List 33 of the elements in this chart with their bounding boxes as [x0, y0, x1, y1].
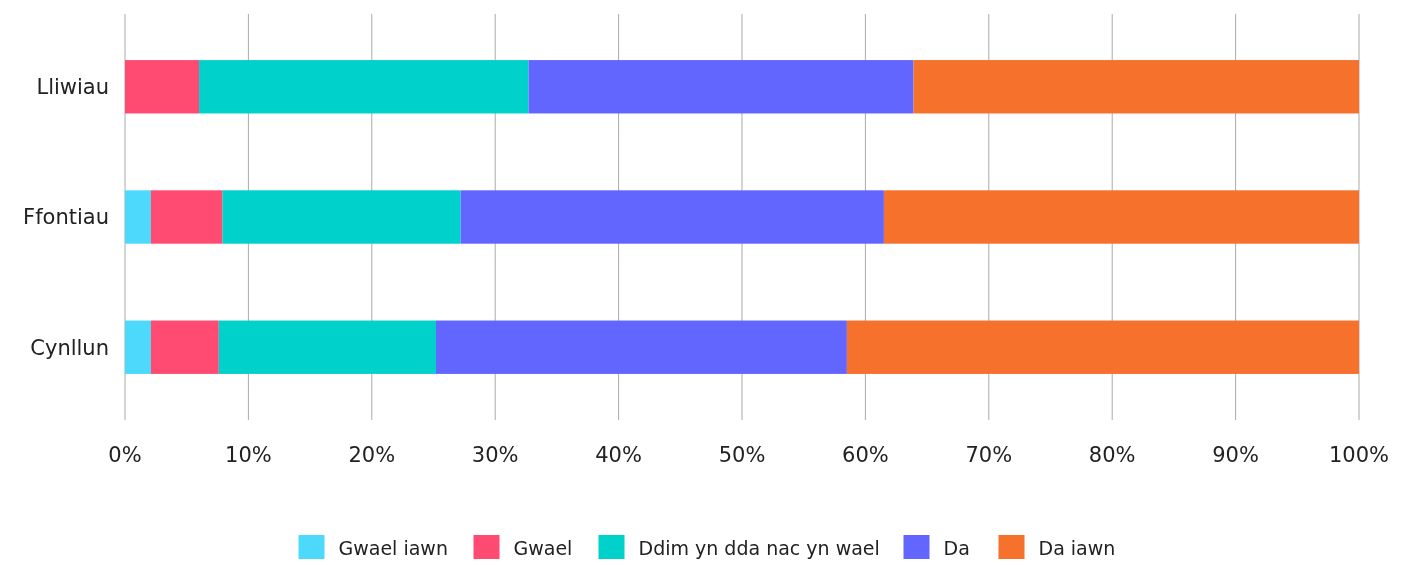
x-tick-label: 50% [718, 443, 766, 467]
bar [913, 60, 1359, 114]
bar [460, 190, 884, 244]
x-tick-label: 60% [842, 443, 889, 467]
x-tick-label: 100% [1328, 443, 1390, 467]
x-tick-label: 20% [348, 443, 396, 467]
y-tick-label: Lliwiau [36, 75, 109, 100]
x-tick-label: 70% [965, 443, 1013, 467]
bar [150, 190, 223, 244]
bar [222, 190, 461, 244]
x-tick-label: 30% [471, 443, 519, 467]
bar [883, 190, 1359, 244]
bar [125, 190, 151, 244]
bar [846, 320, 1359, 374]
x-tick-label: 80% [1088, 443, 1136, 467]
bar [125, 320, 151, 374]
legend-label: Ddim yn dda nac yn wael [638, 536, 880, 559]
y-tick-label: Ffontiau [23, 205, 109, 230]
legend-label: Gwael [513, 536, 573, 559]
bar [218, 320, 436, 374]
legend-label: Da [943, 536, 970, 559]
x-tick-label: 40% [595, 443, 642, 467]
legend-label: Gwael iawn [338, 536, 448, 559]
x-tick-label: 90% [1212, 443, 1259, 467]
legend-label: Da iawn [1038, 536, 1116, 559]
bar [435, 320, 847, 374]
bar [150, 320, 219, 374]
bar [199, 60, 529, 114]
y-tick-label: Cynllun [30, 335, 109, 360]
bar [125, 60, 200, 114]
x-tick-label: 10% [225, 443, 272, 467]
x-tick-label: 0% [108, 443, 142, 467]
bar [528, 60, 914, 114]
